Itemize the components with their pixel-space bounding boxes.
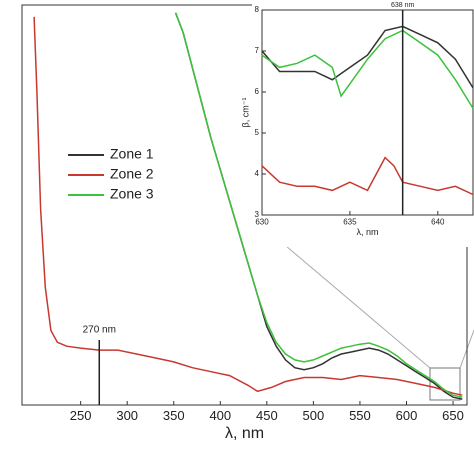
annotation-label: 638 nm [391,2,415,9]
x-tick-label: 600 [396,408,418,423]
x-tick-label: 450 [256,408,278,423]
x-tick-label: 630 [255,217,269,226]
legend-label: Zone 2 [110,166,154,182]
x-tick-label: 250 [70,408,92,423]
y-tick-label: 4 [255,169,260,178]
y-tick-label: 7 [255,46,260,55]
legend-label: Zone 3 [110,186,154,202]
x-tick-label: 635 [343,217,357,226]
series-line [261,29,474,109]
zoom-box [429,367,461,401]
x-tick-label: 300 [116,408,138,423]
inset-background [252,2,474,247]
y-axis-label: β, cm⁻¹ [240,98,250,128]
y-tick-label: 6 [255,87,260,96]
series-line [33,16,463,396]
y-tick-label: 5 [255,128,260,137]
x-axis-label: λ, nm [356,227,378,237]
legend-label: Zone 1 [110,146,154,162]
x-tick-label: 500 [303,408,325,423]
plot-frame [261,9,474,216]
y-tick-label: 8 [255,5,260,14]
y-tick-label: 3 [255,210,260,219]
x-tick-label: 550 [349,408,371,423]
series-line [174,12,463,398]
x-tick-label: 650 [442,408,464,423]
x-tick-label: 350 [163,408,185,423]
series-line [261,156,474,196]
x-tick-label: 640 [431,217,445,226]
series-line [261,25,474,89]
annotation-label: 270 nm [83,325,116,336]
x-axis-label: λ, nm [225,425,264,442]
x-tick-label: 400 [209,408,231,423]
